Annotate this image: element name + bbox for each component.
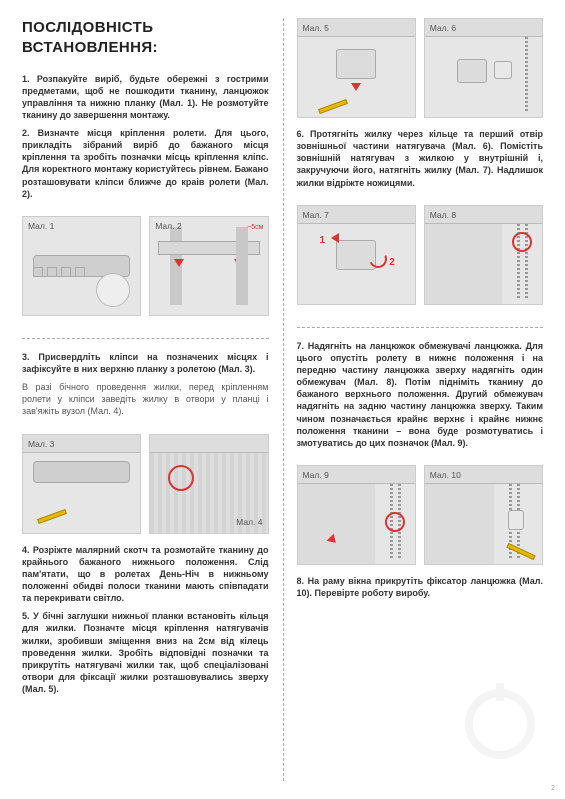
figure-row-5-6: Мал. 5 Мал. 6 [297, 18, 544, 118]
step-8-text: 8. На раму вікна прикрутіть фіксатор лан… [297, 575, 544, 599]
figure-row-7-8: Мал. 7 1 2 Мал. 8 [297, 205, 544, 305]
figure-3: Мал. 3 [22, 434, 141, 534]
figure-row-3-4: Мал. 3 Мал. 4 [22, 434, 269, 534]
page-title: ПОСЛІДОВНІСТЬ ВСТАНОВЛЕННЯ: [22, 18, 269, 59]
step-5-text: 5. У бічні заглушки нижньої планки встан… [22, 610, 269, 695]
figure-10: Мал. 10 [424, 465, 543, 565]
left-dashed-divider [22, 338, 269, 339]
figure-8: Мал. 8 [424, 205, 543, 305]
step-3b-text: В разі бічного проведення жилки, перед к… [22, 381, 269, 417]
figure-7-label: Мал. 7 [303, 210, 329, 221]
figure-1-label: Мал. 1 [28, 221, 54, 232]
step-6-text: 6. Протягніть жилку через кільце та перш… [297, 128, 544, 189]
figure-10-label: Мал. 10 [430, 470, 461, 481]
figure-7: Мал. 7 1 2 [297, 205, 416, 305]
step-7-text: 7. Надягніть на ланцюжок обмежувачі ланц… [297, 340, 544, 449]
figure-2-label: Мал. 2 [155, 221, 181, 232]
right-column: Мал. 5 Мал. 6 6. Протягніть жилку чер [283, 18, 544, 785]
left-column: ПОСЛІДОВНІСТЬ ВСТАНОВЛЕННЯ: 1. Розпакуйт… [22, 18, 283, 785]
figure-6-label: Мал. 6 [430, 23, 456, 34]
step-4-text: 4. Розріжте малярний скотч та розмотайте… [22, 544, 269, 605]
figure-2: Мал. 2 ~5см [149, 216, 268, 316]
step-2-text: 2. Визначте місця кріплення ролети. Для … [22, 127, 269, 200]
right-dashed-divider [297, 327, 544, 328]
step-3a-text: 3. Присвердліть кліпси на позначених міс… [22, 351, 269, 375]
figure-9-label: Мал. 9 [303, 470, 329, 481]
figure-4-label: Мал. 4 [236, 517, 262, 528]
vertical-dashed-divider [283, 18, 284, 781]
page-number: 2 [551, 784, 555, 793]
figure-5-label: Мал. 5 [303, 23, 329, 34]
figure-4: Мал. 4 [149, 434, 268, 534]
figure-6: Мал. 6 [424, 18, 543, 118]
figure-9: Мал. 9 [297, 465, 416, 565]
step-1-text: 1. Розпакуйте виріб, будьте обережні з г… [22, 73, 269, 122]
watermark-icon [465, 689, 535, 759]
figure-row-9-10: Мал. 9 Мал. 10 [297, 465, 544, 565]
figure-5: Мал. 5 [297, 18, 416, 118]
figure-3-label: Мал. 3 [28, 439, 54, 450]
figure-row-1-2: Мал. 1 Мал. 2 ~5см [22, 216, 269, 316]
figure-1: Мал. 1 [22, 216, 141, 316]
figure-8-label: Мал. 8 [430, 210, 456, 221]
